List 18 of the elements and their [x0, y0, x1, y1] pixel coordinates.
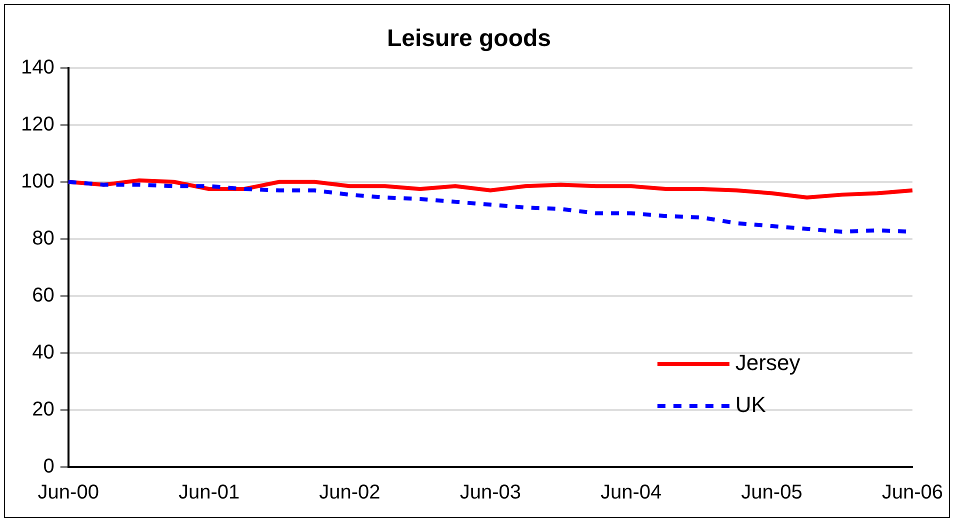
- y-tick-label: 0: [43, 456, 54, 478]
- y-tick-label: 120: [20, 113, 54, 136]
- legend-label: UK: [735, 392, 766, 418]
- x-tick-label: Jun-01: [178, 482, 240, 504]
- x-tick-label: Jun-03: [460, 482, 521, 504]
- legend-label: Jersey: [735, 350, 800, 376]
- x-tick-label: Jun-02: [319, 482, 380, 504]
- x-tick-label: Jun-06: [882, 482, 943, 504]
- y-tick-label: 140: [20, 56, 54, 78]
- y-tick-label: 100: [20, 170, 54, 192]
- y-tick-label: 80: [32, 227, 54, 250]
- y-tick-label: 40: [32, 341, 54, 364]
- x-tick-label: Jun-04: [600, 482, 662, 504]
- y-tick-label: 60: [32, 284, 54, 306]
- y-tick-label: 20: [32, 398, 54, 420]
- x-tick-label: Jun-00: [38, 482, 99, 504]
- chart-title: Leisure goods: [386, 25, 552, 52]
- x-tick-label: Jun-05: [741, 482, 802, 504]
